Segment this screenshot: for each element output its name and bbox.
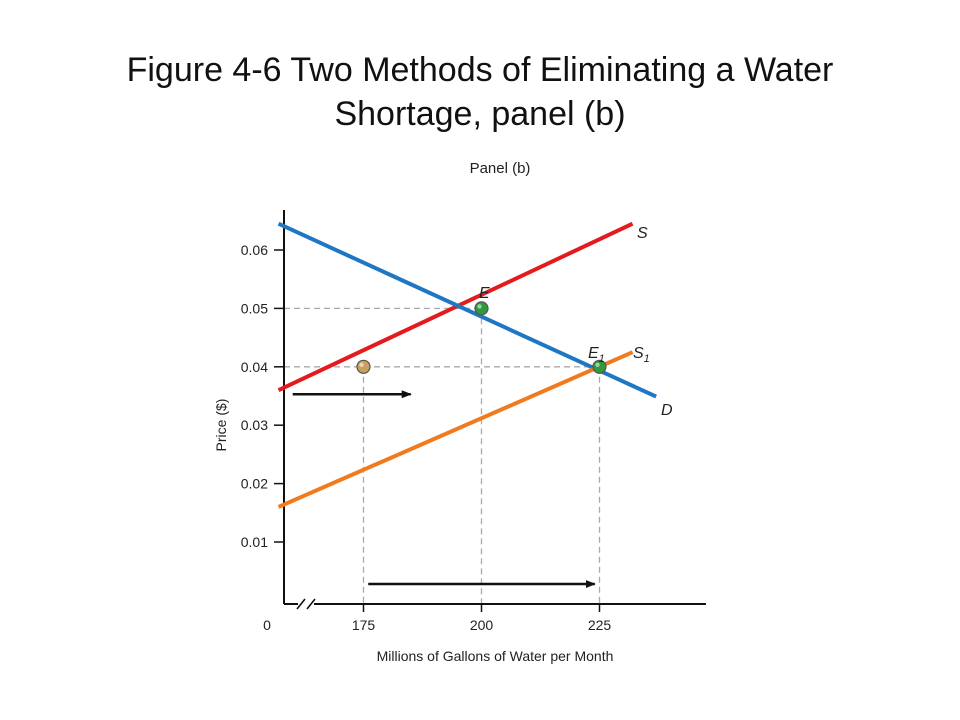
point-highlight	[595, 362, 600, 367]
slide-title: Figure 4-6 Two Methods of Eliminating a …	[80, 48, 880, 136]
axis-break-gap	[298, 598, 314, 610]
series-line-S1	[277, 350, 634, 509]
axis-break-mark	[306, 598, 316, 610]
y-tick-label: 0.02	[241, 476, 268, 492]
y-tick-label: 0.03	[241, 417, 268, 433]
y-tick-label: 0.01	[241, 534, 268, 550]
series-label-S: S	[637, 225, 648, 242]
point-label-subscript: 1	[599, 353, 605, 365]
point-highlight	[477, 304, 482, 309]
x-origin-label: 0	[263, 617, 271, 633]
point-label: E	[479, 285, 490, 302]
point-highlight	[359, 362, 364, 367]
x-tick-label: 225	[588, 617, 612, 633]
y-tick-label: 0.04	[241, 359, 268, 375]
y-tick-label: 0.06	[241, 242, 268, 258]
series-label-subscript: 1	[644, 353, 650, 365]
equilibrium-point	[356, 359, 371, 374]
series-label-S1: S1	[633, 345, 650, 365]
y-tick-label: 0.05	[241, 300, 268, 316]
x-tick-label: 175	[352, 617, 376, 633]
x-axis-label: Millions of Gallons of Water per Month	[377, 648, 614, 664]
y-axis-label: Price ($)	[213, 399, 229, 452]
x-tick-label: 200	[470, 617, 494, 633]
slide-title-line1: Figure 4-6 Two Methods of Eliminating a …	[126, 51, 834, 89]
chart-title: Panel (b)	[469, 160, 531, 177]
equilibrium-point	[474, 301, 489, 316]
slide-title-line2: Shortage, panel (b)	[334, 95, 626, 133]
series-label-D: D	[661, 402, 673, 419]
axis-break-mark	[296, 598, 306, 610]
